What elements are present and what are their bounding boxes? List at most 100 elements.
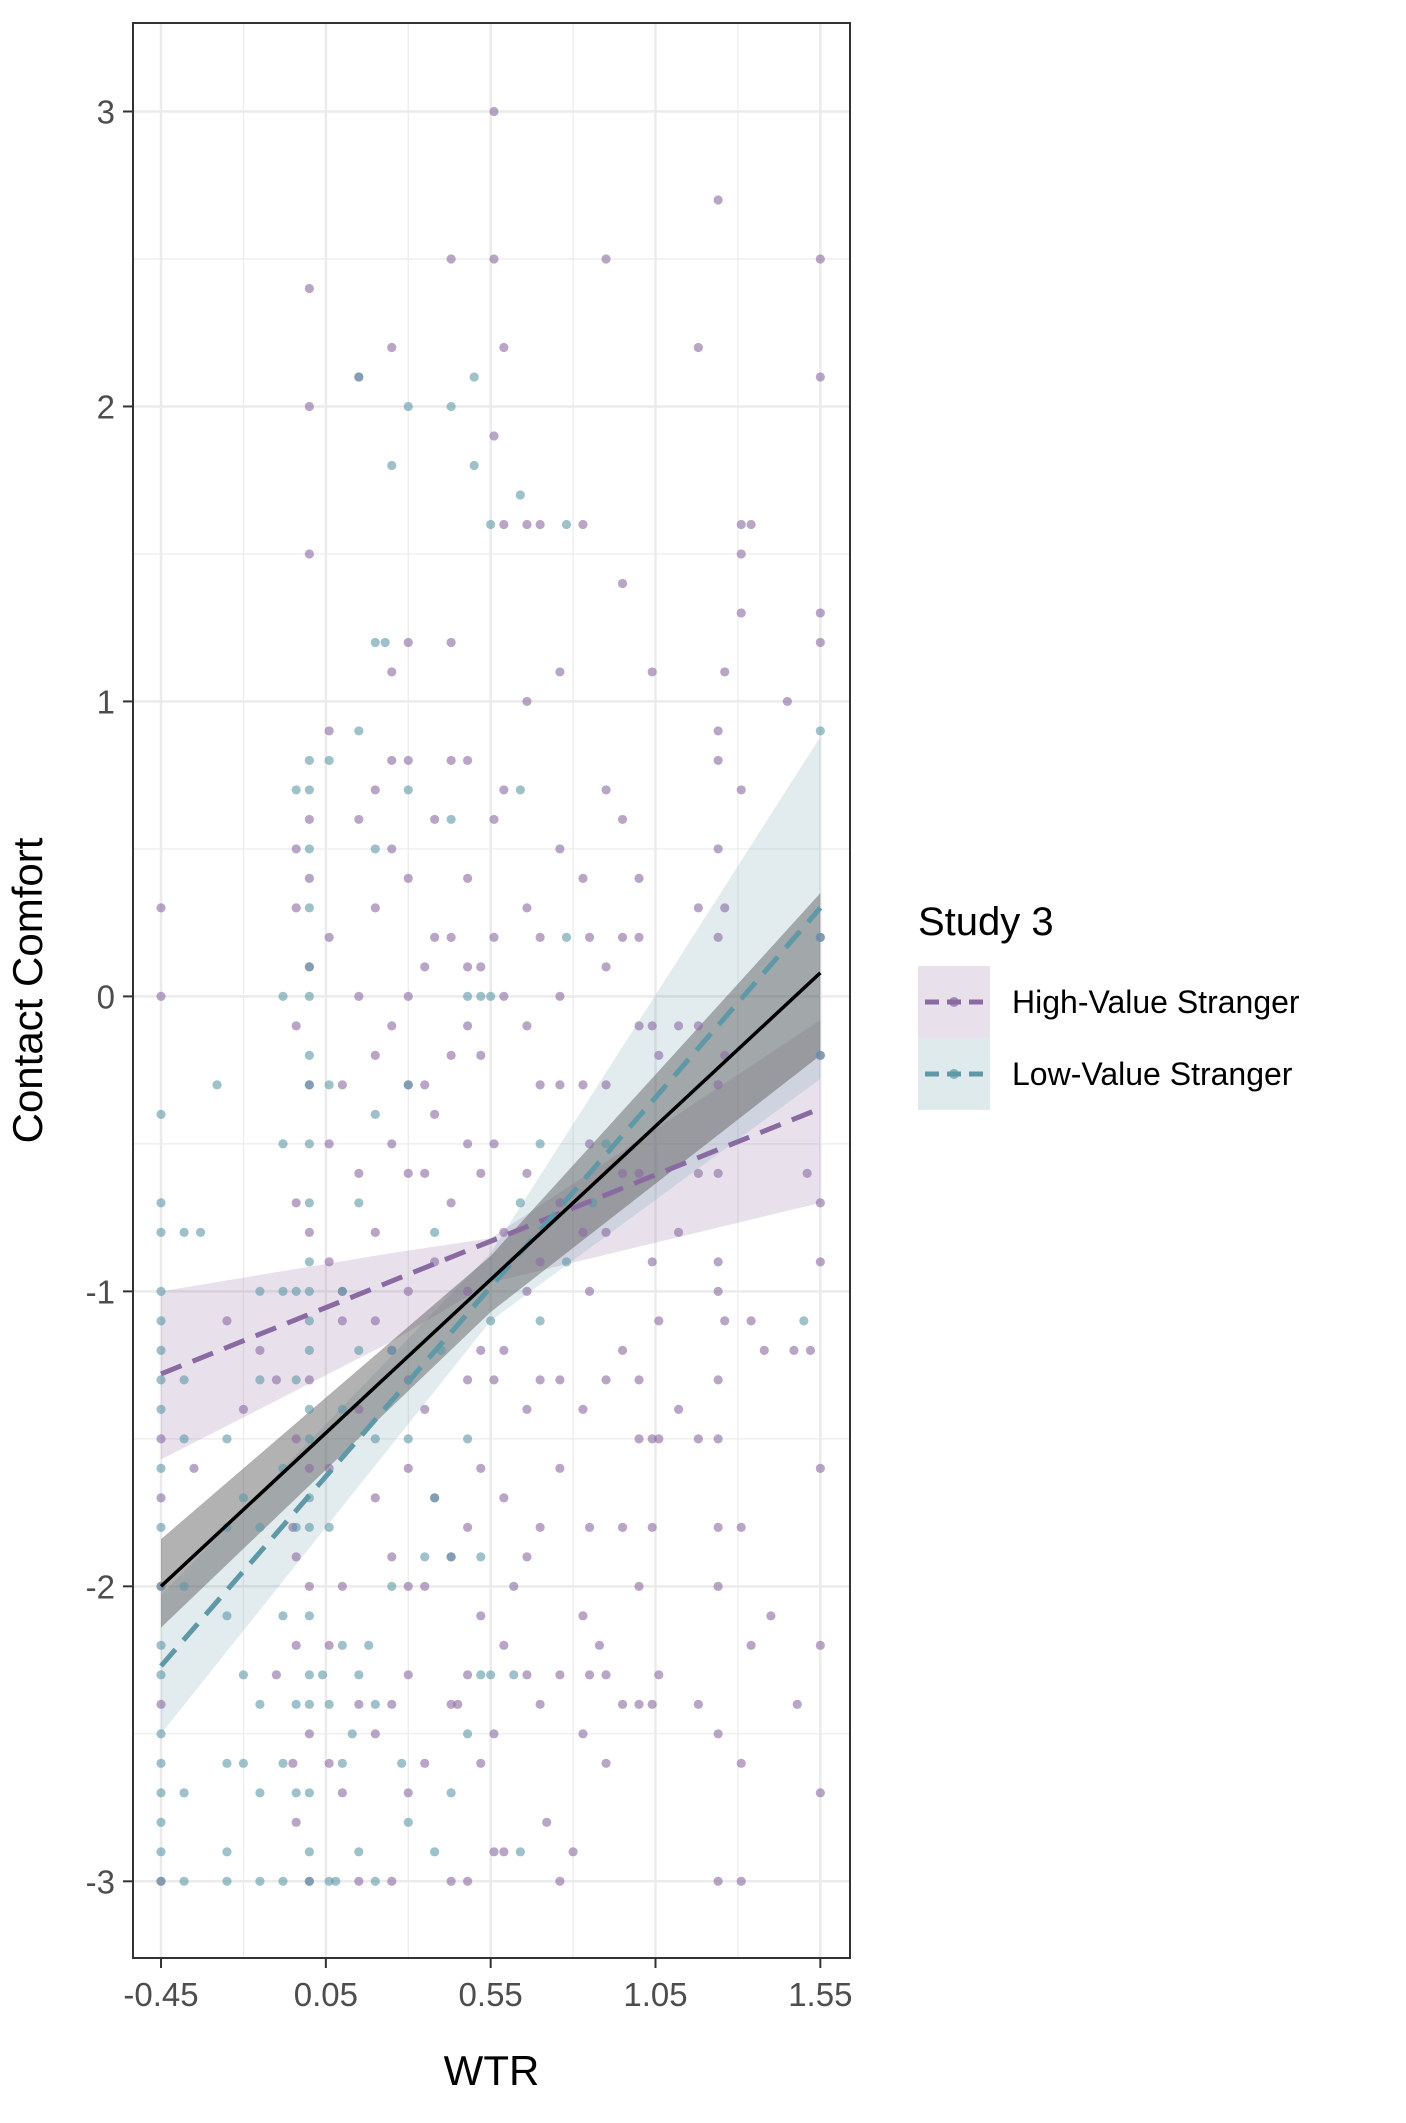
point-low-value [156, 1286, 166, 1296]
point-low-value [476, 991, 486, 1001]
point-high-value [189, 1463, 199, 1473]
x-tick-label: -0.45 [123, 1976, 198, 2013]
point-high-value [578, 1404, 588, 1414]
point-high-value [499, 1227, 509, 1237]
point-low-value [601, 1139, 611, 1149]
point-high-value [617, 932, 628, 943]
y-tick-label: -1 [86, 1273, 115, 1310]
point-high-value [304, 1463, 314, 1473]
point-high-value [387, 1699, 397, 1709]
point-low-value [397, 1758, 407, 1768]
point-high-value [403, 637, 413, 648]
point-low-value [430, 1227, 440, 1237]
fit-line-high-value [160, 1106, 822, 1377]
point-high-value [446, 932, 456, 943]
point-low-value [403, 1434, 413, 1444]
point-high-value [499, 1493, 509, 1503]
point-low-value [515, 1198, 525, 1208]
point-high-value [387, 1876, 397, 1886]
point-high-value [370, 1316, 380, 1326]
point-high-value [463, 1522, 473, 1532]
point-low-value [156, 1345, 166, 1355]
point-high-value [370, 1729, 380, 1739]
point-low-value [347, 1729, 357, 1739]
point-high-value [713, 1876, 723, 1886]
point-high-value [420, 1080, 430, 1090]
plot-panel [133, 23, 850, 1958]
point-high-value [634, 1699, 644, 1709]
point-low-value [354, 1670, 364, 1680]
point-high-value [489, 254, 499, 264]
point-high-value [654, 1316, 664, 1326]
point-low-value [255, 1286, 265, 1296]
point-high-value [403, 873, 413, 884]
x-tick-label: 1.05 [623, 1976, 687, 2013]
point-low-value [304, 1522, 314, 1532]
point-high-value [736, 519, 746, 530]
point-high-value [354, 1699, 364, 1709]
point-low-value [304, 1257, 314, 1267]
point-low-value [387, 1581, 397, 1591]
point-high-value [617, 1168, 628, 1178]
point-high-value [555, 667, 565, 677]
point-low-value [486, 519, 496, 530]
point-low-value [222, 1847, 232, 1857]
point-low-value [387, 460, 397, 471]
point-low-value [156, 1316, 166, 1326]
point-high-value [156, 1699, 166, 1709]
point-high-value [354, 1168, 364, 1178]
point-high-value [555, 991, 565, 1001]
point-low-value [509, 1670, 519, 1680]
point-high-value [647, 1257, 657, 1267]
point-low-value [255, 1375, 265, 1385]
point-low-value [156, 1198, 166, 1208]
point-low-value [463, 1729, 473, 1739]
point-high-value [555, 1876, 565, 1886]
point-high-value [522, 519, 532, 530]
point-high-value [489, 1729, 499, 1739]
point-low-value [255, 1788, 265, 1798]
point-high-value [304, 1581, 314, 1591]
point-high-value [304, 1729, 314, 1739]
point-high-value [522, 1670, 532, 1680]
point-low-value [278, 991, 288, 1001]
point-high-value [713, 1434, 723, 1444]
point-high-value [403, 991, 413, 1001]
point-low-value [304, 1050, 314, 1060]
point-low-value [278, 1758, 288, 1768]
point-high-value [584, 1139, 595, 1149]
point-high-value [446, 254, 456, 264]
point-high-value [720, 903, 730, 913]
point-low-value [304, 1080, 314, 1090]
point-high-value [617, 814, 628, 825]
fit-lines [159, 906, 823, 1668]
point-high-value [634, 1434, 644, 1444]
point-low-value [799, 1316, 809, 1326]
point-high-value [291, 1552, 301, 1562]
point-high-value [792, 1699, 802, 1709]
point-high-value [789, 1345, 799, 1355]
point-low-value [304, 991, 314, 1001]
point-high-value [713, 1522, 723, 1532]
point-low-value [304, 1847, 314, 1857]
point-high-value [542, 1817, 552, 1827]
point-low-value [354, 1847, 364, 1857]
point-low-value [446, 1552, 456, 1562]
point-high-value [499, 991, 509, 1001]
point-high-value [522, 903, 532, 913]
point-high-value [584, 1670, 595, 1680]
point-low-value [278, 1611, 288, 1621]
point-low-value [156, 1227, 166, 1237]
point-low-value [238, 1493, 249, 1503]
y-tick-label: -3 [86, 1863, 115, 1900]
point-high-value [693, 1021, 703, 1031]
point-low-value [304, 1316, 314, 1326]
point-high-value [387, 342, 397, 353]
point-high-value [403, 1463, 413, 1473]
point-low-value [815, 932, 825, 943]
point-low-value [469, 460, 479, 471]
point-low-value [324, 755, 334, 766]
point-low-value [370, 637, 380, 648]
point-high-value [403, 1670, 413, 1680]
point-high-value [403, 1581, 413, 1591]
